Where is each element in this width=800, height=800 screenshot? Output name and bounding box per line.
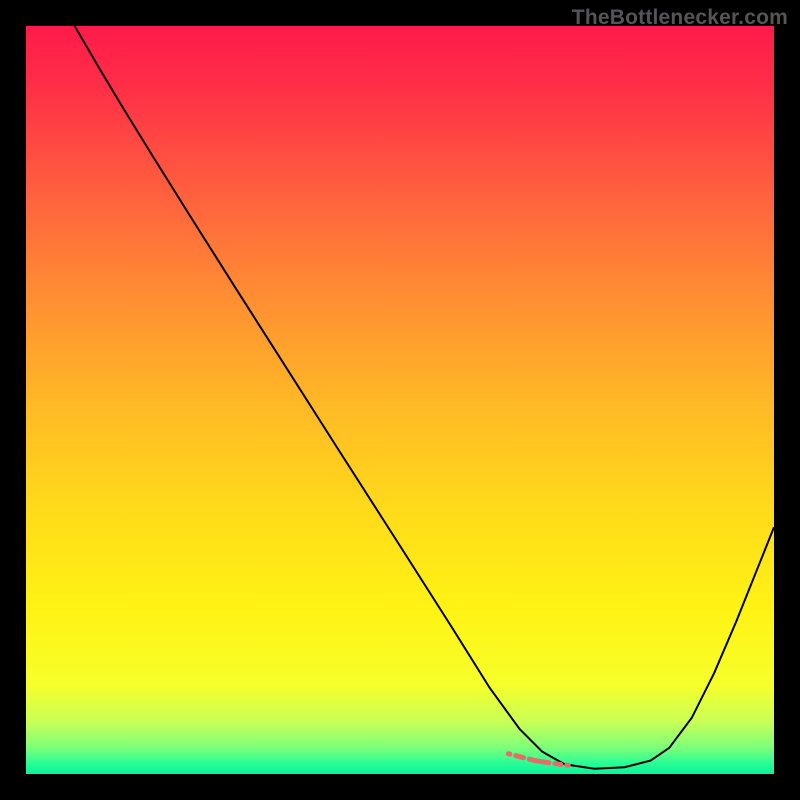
- chart-frame: [26, 26, 774, 774]
- bottleneck-chart: [26, 26, 774, 774]
- watermark-text: TheBottlenecker.com: [572, 6, 788, 30]
- chart-background: [26, 26, 774, 774]
